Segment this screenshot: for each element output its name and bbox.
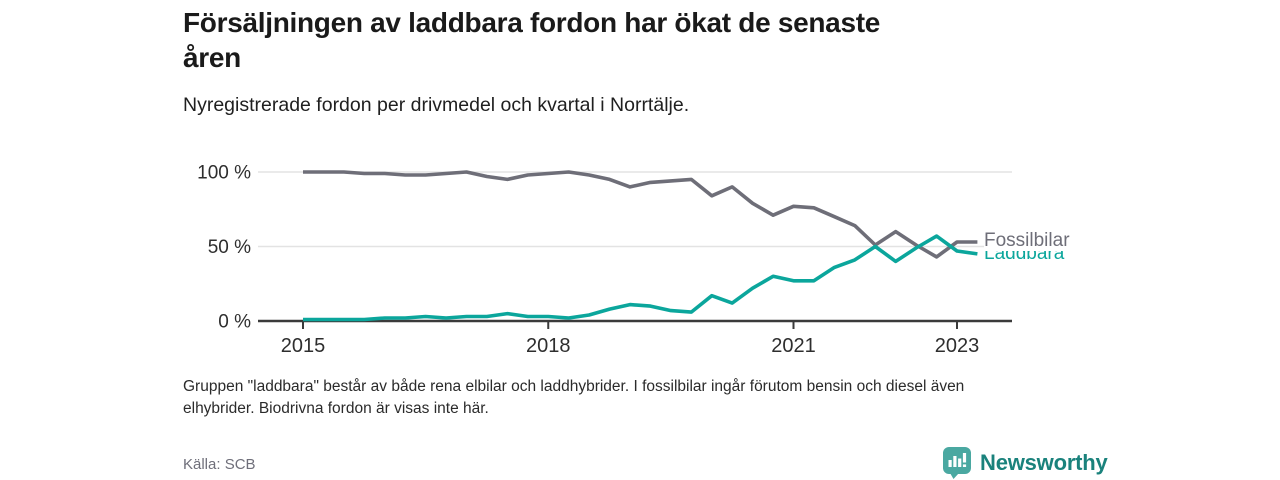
x-tick-label-2021: 2021 [771, 335, 816, 357]
footnote-line1: Gruppen "laddbara" består av både rena e… [183, 378, 965, 395]
newsworthy-wordmark: Newsworthy [980, 449, 1108, 475]
chart-title: Försäljningen av laddbara fordon har öka… [183, 5, 1083, 75]
x-tick-label-2023: 2023 [935, 335, 980, 357]
x-tick-label-2018: 2018 [526, 335, 571, 357]
series-label-fossilbilar: Fossilbilar [984, 230, 1070, 251]
footnote-line2: elhybrider. Biodrivna fordon är visas in… [183, 399, 489, 417]
chart-subtitle: Nyregistrerade fordon per drivmedel och … [183, 94, 690, 116]
newsworthy-brand: Newsworthy [942, 446, 1108, 479]
y-tick-label-100: 100 % [197, 163, 251, 184]
line-laddbara [303, 234, 978, 322]
y-tick-label-0: 0 % [218, 312, 251, 333]
y-tick-label-50: 50 % [208, 237, 251, 258]
chart-title-line2: åren [183, 42, 241, 73]
x-tick-label-2015: 2015 [281, 335, 326, 357]
chart-footnote: Gruppen "laddbara" består av både rena e… [183, 376, 1103, 419]
newsworthy-logo-icon [943, 447, 971, 479]
source-credit: Källa: SCB [183, 456, 256, 473]
chart-title-line1: Försäljningen av laddbara fordon har öka… [183, 7, 881, 38]
line-fossilbilar [303, 170, 978, 259]
